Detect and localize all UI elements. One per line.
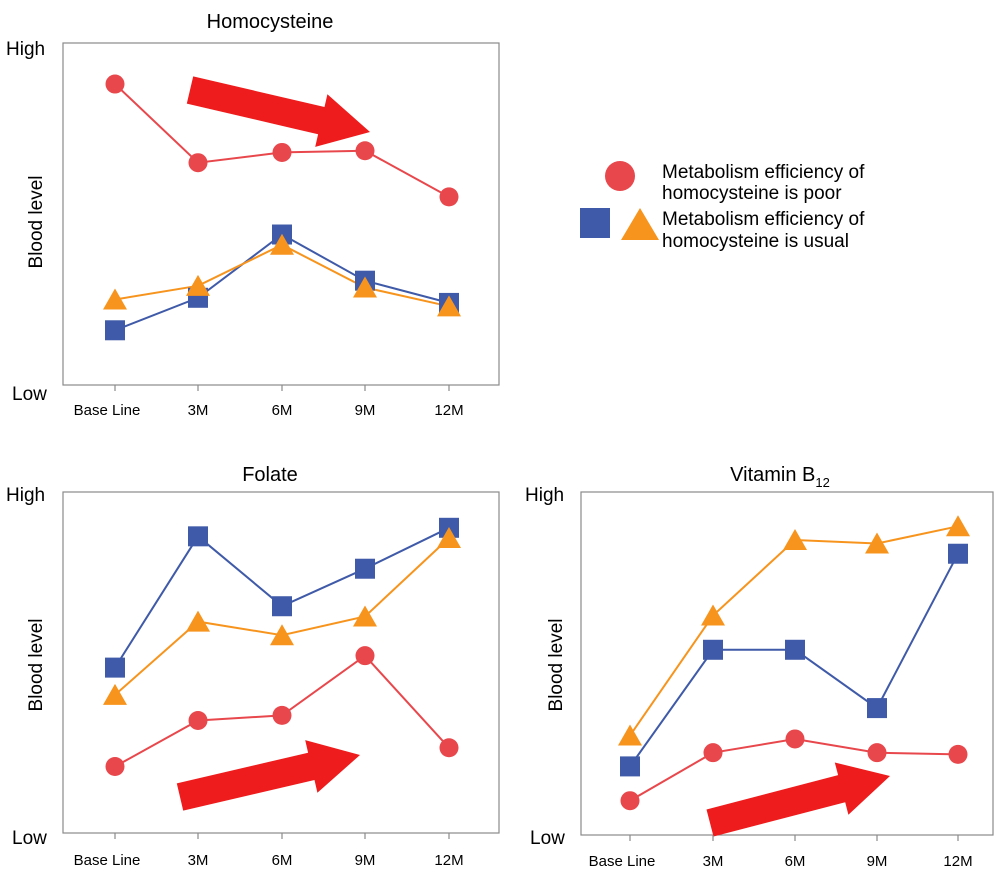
x-tick-label: 3M: [188, 852, 209, 869]
data-point-triangle: [865, 532, 889, 554]
y-high-label: High: [525, 485, 564, 506]
data-point-square: [867, 698, 887, 719]
data-point-triangle: [783, 529, 807, 551]
x-ticks: Base Line 3M 6M 9M 12M: [589, 835, 973, 870]
x-tick-label: Base Line: [74, 852, 141, 869]
trend-arrow: [706, 762, 890, 837]
legend-usual-line1: Metabolism efficiency of: [662, 209, 865, 230]
chart-title-subscript: 12: [815, 475, 829, 490]
legend-poor-line2: homocysteine is poor: [662, 183, 842, 204]
x-tick-label: 6M: [272, 852, 293, 869]
y-axis-label: Blood level: [26, 176, 47, 269]
data-point-circle: [188, 153, 208, 173]
plot-frame: [62, 42, 500, 386]
x-tick-label: 12M: [434, 402, 463, 419]
chart-title: Vitamin B12: [730, 464, 830, 490]
x-tick-label: 6M: [272, 402, 293, 419]
legend-usual-triangle-marker: [621, 208, 659, 240]
data-point-circle: [105, 74, 125, 94]
chart-folate: Folate High Low Blood level Base Line 3M 6…: [6, 464, 500, 869]
trend-arrow: [186, 76, 370, 147]
data-point-square: [355, 558, 375, 579]
data-point-triangle: [946, 515, 970, 537]
data-point-circle: [105, 757, 125, 777]
legend-usual-line2: homocysteine is usual: [662, 231, 849, 252]
y-high-label: High: [6, 485, 45, 506]
data-point-triangle: [353, 605, 377, 627]
x-tick-label: 3M: [703, 853, 724, 870]
y-low-label: Low: [12, 828, 47, 849]
data-point-triangle: [270, 233, 294, 255]
data-point-triangle: [270, 624, 294, 646]
data-point-circle: [272, 705, 292, 725]
data-point-square: [188, 526, 208, 547]
data-point-circle: [703, 743, 723, 763]
data-point-triangle: [353, 276, 377, 298]
data-point-square: [703, 639, 723, 660]
chart-title-main: Vitamin B: [730, 464, 815, 486]
legend-poor-circle-marker: [605, 161, 635, 191]
trend-arrow-shape: [186, 76, 370, 147]
y-axis-label: Blood level: [546, 619, 567, 712]
x-tick-label: 12M: [943, 853, 972, 870]
x-ticks: Base Line 3M 6M 9M 12M: [74, 833, 464, 869]
x-tick-label: 6M: [785, 853, 806, 870]
data-point-circle: [439, 738, 459, 758]
data-point-circle: [355, 646, 375, 666]
data-point-square: [272, 596, 292, 617]
data-point-square: [105, 657, 125, 678]
chart-title: Folate: [242, 464, 298, 486]
data-point-circle: [439, 187, 459, 207]
chart-title: Homocysteine: [207, 11, 334, 33]
series-group: [103, 74, 461, 341]
data-point-square: [948, 543, 968, 564]
data-point-triangle: [186, 274, 210, 296]
legend: Metabolism efficiency of homocysteine is…: [580, 161, 865, 252]
x-ticks: Base Line 3M 6M 9M 12M: [74, 385, 464, 419]
data-point-circle: [188, 710, 208, 730]
data-point-square: [785, 639, 805, 660]
data-point-circle: [272, 142, 292, 162]
data-point-triangle: [701, 604, 725, 626]
x-tick-label: Base Line: [74, 402, 141, 419]
series-group: [618, 515, 970, 811]
data-point-triangle: [437, 527, 461, 549]
data-point-square: [105, 320, 125, 341]
data-point-square: [620, 756, 640, 777]
data-point-triangle: [186, 610, 210, 632]
legend-poor-line1: Metabolism efficiency of: [662, 162, 865, 183]
data-point-circle: [948, 744, 968, 764]
data-point-circle: [785, 729, 805, 749]
y-axis-label: Blood level: [26, 619, 47, 712]
data-point-triangle: [103, 288, 127, 310]
chart-homocysteine: Homocysteine High Low Blood level Base L…: [6, 11, 500, 419]
data-point-triangle: [103, 683, 127, 705]
x-tick-label: 12M: [434, 852, 463, 869]
data-point-triangle: [437, 295, 461, 317]
y-high-label: High: [6, 39, 45, 60]
data-point-circle: [620, 791, 640, 811]
data-point-circle: [355, 141, 375, 161]
x-tick-label: 9M: [355, 402, 376, 419]
trend-arrow: [176, 740, 360, 811]
x-tick-label: Base Line: [589, 853, 656, 870]
y-low-label: Low: [530, 828, 565, 849]
data-point-circle: [867, 743, 887, 763]
chart-vitamin-b12: Vitamin B12 High Low Blood level Base Li…: [525, 464, 994, 870]
x-tick-label: 9M: [355, 852, 376, 869]
series-group: [103, 517, 461, 777]
trend-arrow-shape: [176, 740, 360, 811]
y-low-label: Low: [12, 384, 47, 405]
x-tick-label: 3M: [188, 402, 209, 419]
x-tick-label: 9M: [867, 853, 888, 870]
data-point-triangle: [618, 724, 642, 746]
legend-usual-square-marker: [580, 208, 610, 238]
trend-arrow-shape: [706, 762, 890, 837]
